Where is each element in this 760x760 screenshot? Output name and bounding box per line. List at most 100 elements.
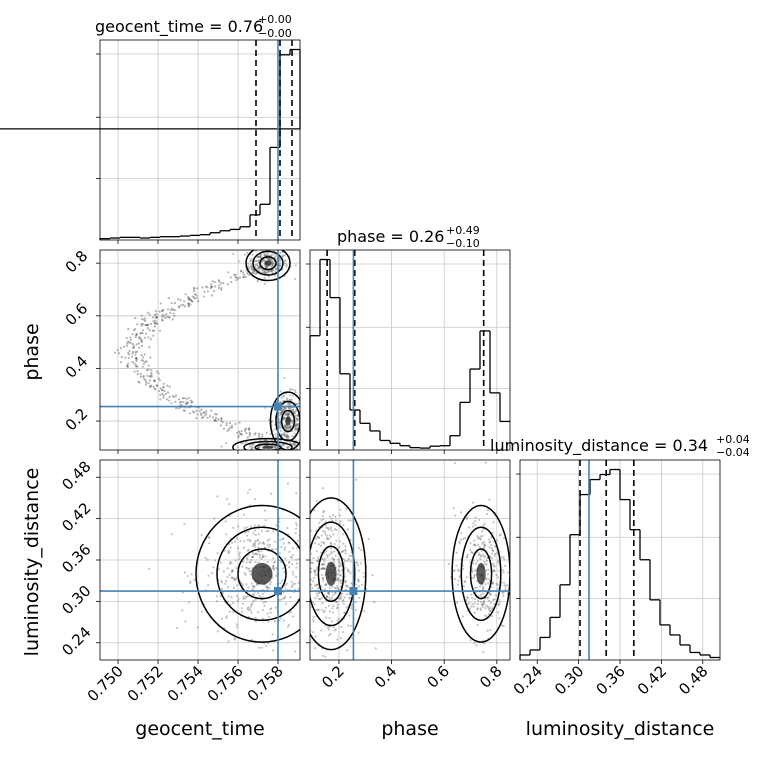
sample-point-1-64: [498, 603, 501, 606]
sample-point-1-215: [287, 435, 290, 438]
sample-point-0-160: [260, 557, 263, 560]
sample-point-1-218: [297, 423, 300, 427]
sample-point-1-17: [283, 432, 286, 435]
sample-point-1-139: [283, 395, 286, 398]
sample-point-1-3: [502, 571, 505, 574]
sample-point-0-208: [257, 260, 260, 263]
sample-arc-point-414: [182, 409, 185, 412]
sample-point-0-258: [247, 530, 250, 533]
sample-arc-point-188: [158, 329, 162, 332]
sample-point-2-104: [240, 453, 242, 455]
sample-arc-point-277: [170, 301, 173, 305]
sample-arc-point-285: [134, 353, 137, 356]
sample-point-0-414: [184, 620, 187, 623]
sample-point-0-351: [326, 556, 329, 559]
sample-point-1-49: [482, 540, 485, 544]
sample-point-0-331: [337, 617, 340, 621]
sample-arc-point-263: [140, 338, 143, 342]
sample-point-0-388: [286, 619, 288, 621]
sample-point-0-519: [306, 615, 308, 617]
sample-point-0-81: [279, 617, 283, 620]
sample-point-0-264: [315, 550, 318, 553]
sample-point-0-66: [322, 567, 326, 570]
sample-point-0-168: [332, 560, 336, 563]
sample-arc-point-187: [185, 402, 188, 405]
sample-point-0-14: [304, 622, 306, 624]
sample-point-1-44: [503, 584, 506, 587]
sample-point-0-285: [336, 579, 339, 582]
sample-arc-point-408: [192, 286, 196, 289]
sample-arc-point-43: [237, 434, 240, 437]
sample-point-0-224: [316, 536, 319, 539]
sample-arc-point-105: [229, 276, 232, 279]
sample-point-0-244: [237, 260, 241, 263]
sample-point-0-160: [249, 259, 252, 262]
sample-point-1-191: [487, 582, 490, 585]
sample-point-0-272: [305, 557, 307, 559]
sample-point-0-436: [313, 571, 316, 574]
sample-point-0-359: [317, 608, 320, 612]
sample-point-1-315: [491, 581, 494, 584]
sample-point-0-347: [272, 565, 275, 568]
sample-point-0-222: [283, 254, 286, 257]
sample-arc-point-258: [161, 388, 164, 392]
sample-point-2-75: [273, 445, 277, 448]
sample-arc-point-112: [178, 306, 181, 309]
sample-point-1-127: [279, 400, 282, 403]
sample-point-0-178: [243, 597, 247, 600]
sample-point-1-2: [279, 465, 281, 467]
sample-point-0-390: [328, 515, 332, 518]
sample-point-1-295: [458, 575, 461, 578]
sample-arc-point-375: [143, 353, 146, 356]
density-contour-2-2: [254, 443, 282, 450]
sample-point-0-436: [281, 537, 284, 541]
sample-point-0-445: [236, 584, 239, 587]
sample-point-0-68: [346, 584, 349, 587]
sample-point-1-40: [488, 546, 491, 549]
sample-point-0-360: [306, 655, 308, 657]
scatter-panel-luminosity-distance-vs-phase: 0.2 0.4 0.6 0.8: [286, 459, 511, 692]
sample-point-1-293: [285, 397, 289, 400]
sample-point-0-85: [361, 583, 364, 586]
sample-point-0-515: [228, 573, 231, 576]
sample-arc-point-313: [161, 314, 164, 317]
sample-point-0-58: [259, 254, 262, 257]
sample-point-0-60: [273, 256, 277, 259]
sample-arc-point-299: [187, 297, 190, 300]
sample-arc-point-329: [189, 298, 192, 301]
sample-point-1-52: [483, 642, 486, 645]
sample-point-0-158: [295, 492, 298, 495]
sample-point-2-90: [292, 442, 295, 445]
sample-point-0-193: [232, 577, 235, 580]
sample-point-0-262: [294, 582, 297, 585]
sample-arc-point-371: [188, 412, 191, 415]
sample-arc-point-282: [133, 370, 136, 373]
sample-point-0-17: [300, 561, 302, 563]
sample-point-0-158: [330, 556, 334, 559]
sample-arc-point-26: [154, 309, 158, 313]
sample-point-1-113: [483, 555, 486, 558]
sample-point-1-219: [488, 592, 492, 596]
sample-point-1-22: [283, 424, 286, 427]
sample-point-0-29: [315, 499, 319, 502]
sample-point-0-446: [349, 624, 352, 627]
sample-point-0-107: [305, 584, 307, 586]
sample-point-0-277: [310, 578, 312, 581]
sample-point-0-369: [301, 634, 303, 636]
density-core-1: [285, 416, 291, 426]
sample-point-0-201: [266, 585, 269, 588]
sample-point-0-247: [267, 269, 270, 272]
sample-point-1-206: [486, 605, 490, 608]
sample-point-0-127: [231, 569, 234, 572]
sample-point-1-289: [293, 425, 297, 429]
sample-point-0-279: [247, 586, 250, 589]
sample-arc-point-124: [211, 280, 214, 283]
sample-point-1-189: [474, 544, 477, 547]
sample-arc-point-33: [197, 299, 200, 303]
sample-arc-point-267: [119, 346, 122, 350]
sample-arc-point-320: [152, 316, 155, 319]
sample-point-0-278: [250, 569, 253, 573]
sample-point-0-30: [327, 628, 331, 631]
sample-arc-point-410: [144, 319, 147, 323]
sample-point-0-423: [305, 579, 307, 581]
